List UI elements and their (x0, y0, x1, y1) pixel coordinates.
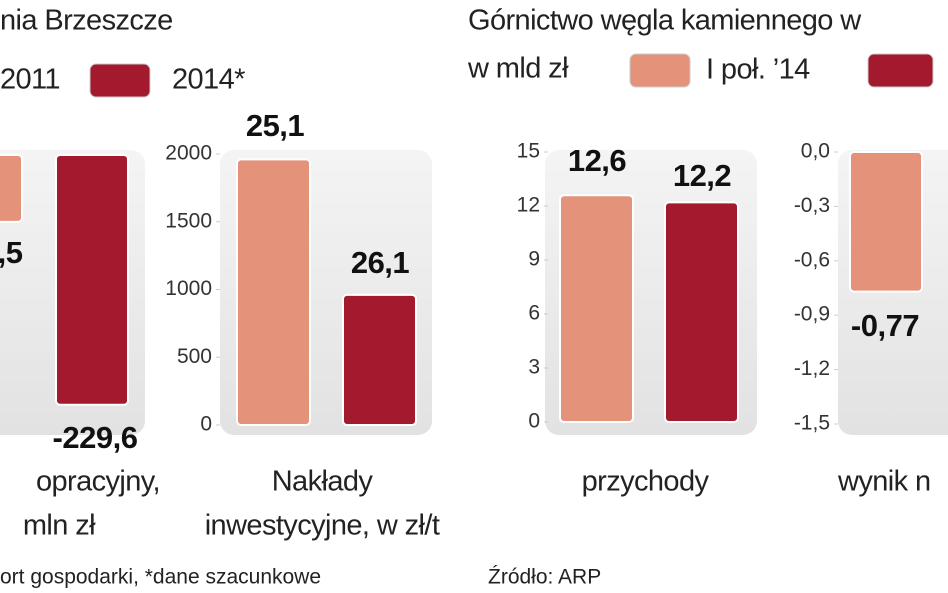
legend-label: I poł. ’14 (706, 54, 810, 86)
y-tick-label: -0,3 (794, 194, 830, 217)
y-tick-label: 0 (528, 410, 540, 433)
x-label: inwestycyjne, w zł/t (205, 510, 440, 542)
x-label: wynik n (837, 466, 931, 498)
x-label: Nakłady (272, 466, 374, 498)
legend-label: 2014* (172, 64, 245, 96)
legend-swatch (867, 53, 934, 88)
annotation: 26,1 (351, 245, 410, 280)
source: ort gospodarki, *dane szacunkowe (0, 566, 321, 589)
y-tick-label: 2000 (165, 142, 212, 165)
bar (342, 293, 417, 427)
legend-swatch (629, 53, 691, 88)
subtitle: w mld zł (467, 53, 569, 85)
bar (559, 194, 634, 423)
y-tick-label: 0 (200, 413, 212, 436)
y-tick-label: -1,5 (794, 412, 830, 435)
bar (849, 151, 923, 293)
value-label: ,5 (0, 235, 23, 270)
y-tick-label: 6 (528, 302, 540, 325)
y-tick-label: 500 (177, 345, 212, 368)
y-tick-label: 15 (517, 140, 540, 163)
value-label: 12,2 (673, 158, 731, 193)
bar (0, 154, 23, 223)
value-label: -0,77 (851, 308, 919, 343)
x-label: przychody (582, 466, 710, 498)
value-label: 12,6 (568, 143, 627, 178)
bar (664, 201, 739, 423)
value-label: -229,6 (53, 420, 138, 455)
annotation: 25,1 (246, 108, 305, 143)
y-tick-label: -1,2 (794, 357, 830, 380)
legend-label: 2011 (0, 64, 60, 96)
y-tick-label: 12 (517, 194, 540, 217)
y-tick-label: -0,6 (794, 248, 830, 271)
y-tick-label: 1000 (165, 277, 212, 300)
title: Górnictwo węgla kamiennego w (468, 5, 862, 37)
source: Źródło: ARP (488, 566, 601, 589)
bar (236, 158, 311, 426)
legend-swatch (89, 63, 151, 98)
bar (55, 154, 129, 406)
x-label: mln zł (23, 510, 96, 542)
y-tick-label: 1500 (165, 209, 212, 232)
x-label: opracyjny, (36, 466, 160, 498)
y-tick-label: 3 (528, 356, 540, 379)
y-tick-label: 0,0 (801, 140, 830, 163)
title: nia Brzeszcze (0, 5, 173, 37)
y-tick-label: -0,9 (794, 303, 830, 326)
y-tick-label: 9 (528, 248, 540, 271)
